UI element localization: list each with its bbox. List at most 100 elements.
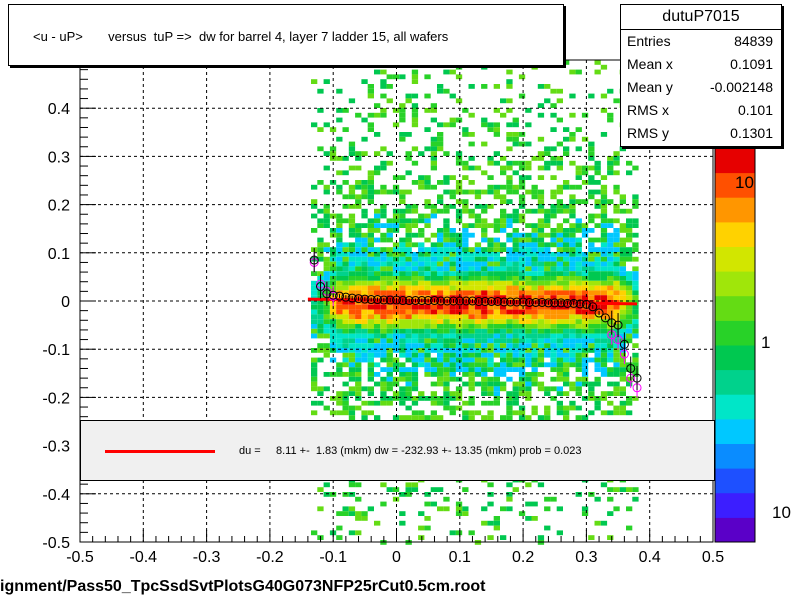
heatmap-cell	[487, 242, 494, 248]
heatmap-cell	[626, 237, 633, 243]
heatmap-cell	[550, 252, 557, 257]
heatmap-cell	[607, 242, 614, 248]
heatmap-cell	[449, 391, 456, 396]
heatmap-cell	[594, 352, 601, 358]
heatmap-cell	[361, 194, 368, 200]
heatmap-cell	[550, 242, 557, 248]
heatmap-cell	[537, 204, 545, 209]
heatmap-cell	[594, 319, 601, 324]
heatmap-cell	[355, 261, 362, 267]
heatmap-cell	[537, 218, 545, 224]
heatmap-cell	[392, 74, 400, 80]
heatmap-cell	[581, 324, 589, 329]
heatmap-cell	[594, 160, 601, 166]
heatmap-cell	[317, 386, 324, 392]
heatmap-cell	[518, 338, 526, 344]
heatmap-cell	[342, 506, 349, 512]
heatmap-cell	[380, 304, 387, 310]
heatmap-cell	[537, 232, 545, 238]
heatmap-cell	[311, 280, 318, 286]
chart-title: <u - uP> versus tuP => dw for barrel 4, …	[33, 29, 449, 44]
heatmap-cell	[500, 276, 507, 281]
heatmap-cell	[367, 252, 374, 257]
heatmap-cell	[563, 271, 570, 276]
heatmap-cell	[386, 160, 393, 166]
heatmap-cell	[329, 247, 337, 252]
heatmap-cell	[386, 223, 393, 228]
heatmap-cell	[518, 328, 526, 334]
heatmap-cell	[336, 525, 343, 531]
heatmap-cell	[399, 367, 406, 372]
heatmap-cell	[323, 204, 330, 209]
heatmap-cell	[487, 348, 494, 353]
heatmap-cell	[525, 348, 532, 353]
heatmap-cell	[329, 314, 337, 320]
heatmap-cell	[600, 194, 608, 200]
heatmap-cell	[588, 319, 595, 324]
heatmap-cell	[632, 204, 639, 209]
color-bar-segment	[715, 381, 755, 395]
heatmap-cell	[481, 309, 488, 315]
heatmap-cell	[443, 175, 450, 180]
heatmap-cell	[405, 228, 412, 233]
heatmap-cell	[424, 492, 431, 497]
heatmap-cell	[569, 112, 576, 118]
heatmap-cell	[380, 93, 387, 99]
heatmap-cell	[575, 261, 582, 267]
heatmap-cell	[600, 343, 608, 348]
heatmap-cell	[594, 343, 601, 348]
heatmap-cell	[518, 362, 526, 368]
heatmap-cell	[424, 290, 431, 296]
heatmap-cell	[399, 247, 406, 252]
heatmap-cell	[367, 88, 374, 94]
heatmap-cell	[386, 256, 393, 262]
heatmap-cell	[481, 357, 488, 363]
heatmap-cell	[626, 295, 633, 300]
heatmap-cell	[386, 266, 393, 272]
heatmap-cell	[474, 319, 482, 324]
heatmap-cell	[506, 256, 513, 262]
heatmap-cell	[556, 232, 563, 238]
heatmap-cell	[336, 300, 343, 305]
heatmap-cell	[481, 261, 488, 267]
heatmap-cell	[550, 266, 557, 272]
heatmap-cell	[518, 256, 526, 262]
heatmap-cell	[537, 290, 545, 296]
heatmap-cell	[518, 357, 526, 363]
heatmap-cell	[455, 328, 463, 334]
heatmap-cell	[468, 333, 475, 339]
heatmap-cell	[500, 352, 507, 358]
heatmap-cell	[374, 343, 381, 348]
heatmap-cell	[392, 391, 400, 396]
heatmap-cell	[380, 213, 387, 219]
heatmap-cell	[632, 285, 639, 291]
heatmap-cell	[311, 348, 318, 353]
heatmap-cell	[317, 271, 324, 276]
heatmap-cell	[500, 328, 507, 334]
heatmap-cell	[411, 261, 419, 267]
heatmap-cell	[405, 223, 412, 228]
heatmap-cell	[556, 376, 563, 382]
heatmap-cell	[405, 204, 412, 209]
heatmap-cell	[355, 348, 362, 353]
heatmap-cell	[588, 175, 595, 180]
heatmap-cell	[594, 213, 601, 219]
heatmap-cell	[518, 319, 526, 324]
heatmap-cell	[455, 184, 463, 190]
heatmap-cell	[607, 338, 614, 344]
heatmap-cell	[600, 218, 608, 224]
heatmap-cell	[455, 189, 463, 195]
heatmap-cell	[411, 79, 419, 84]
heatmap-cell	[449, 333, 456, 339]
heatmap-cell	[581, 261, 589, 267]
heatmap-cell	[418, 280, 425, 286]
heatmap-cell	[481, 285, 488, 291]
heatmap-cell	[374, 328, 381, 334]
heatmap-cell	[399, 218, 406, 224]
heatmap-cell	[399, 290, 406, 296]
heatmap-cell	[626, 309, 633, 315]
heatmap-cell	[626, 333, 633, 339]
heatmap-cell	[506, 213, 513, 219]
heatmap-cell	[405, 290, 412, 296]
heatmap-cell	[619, 324, 626, 329]
